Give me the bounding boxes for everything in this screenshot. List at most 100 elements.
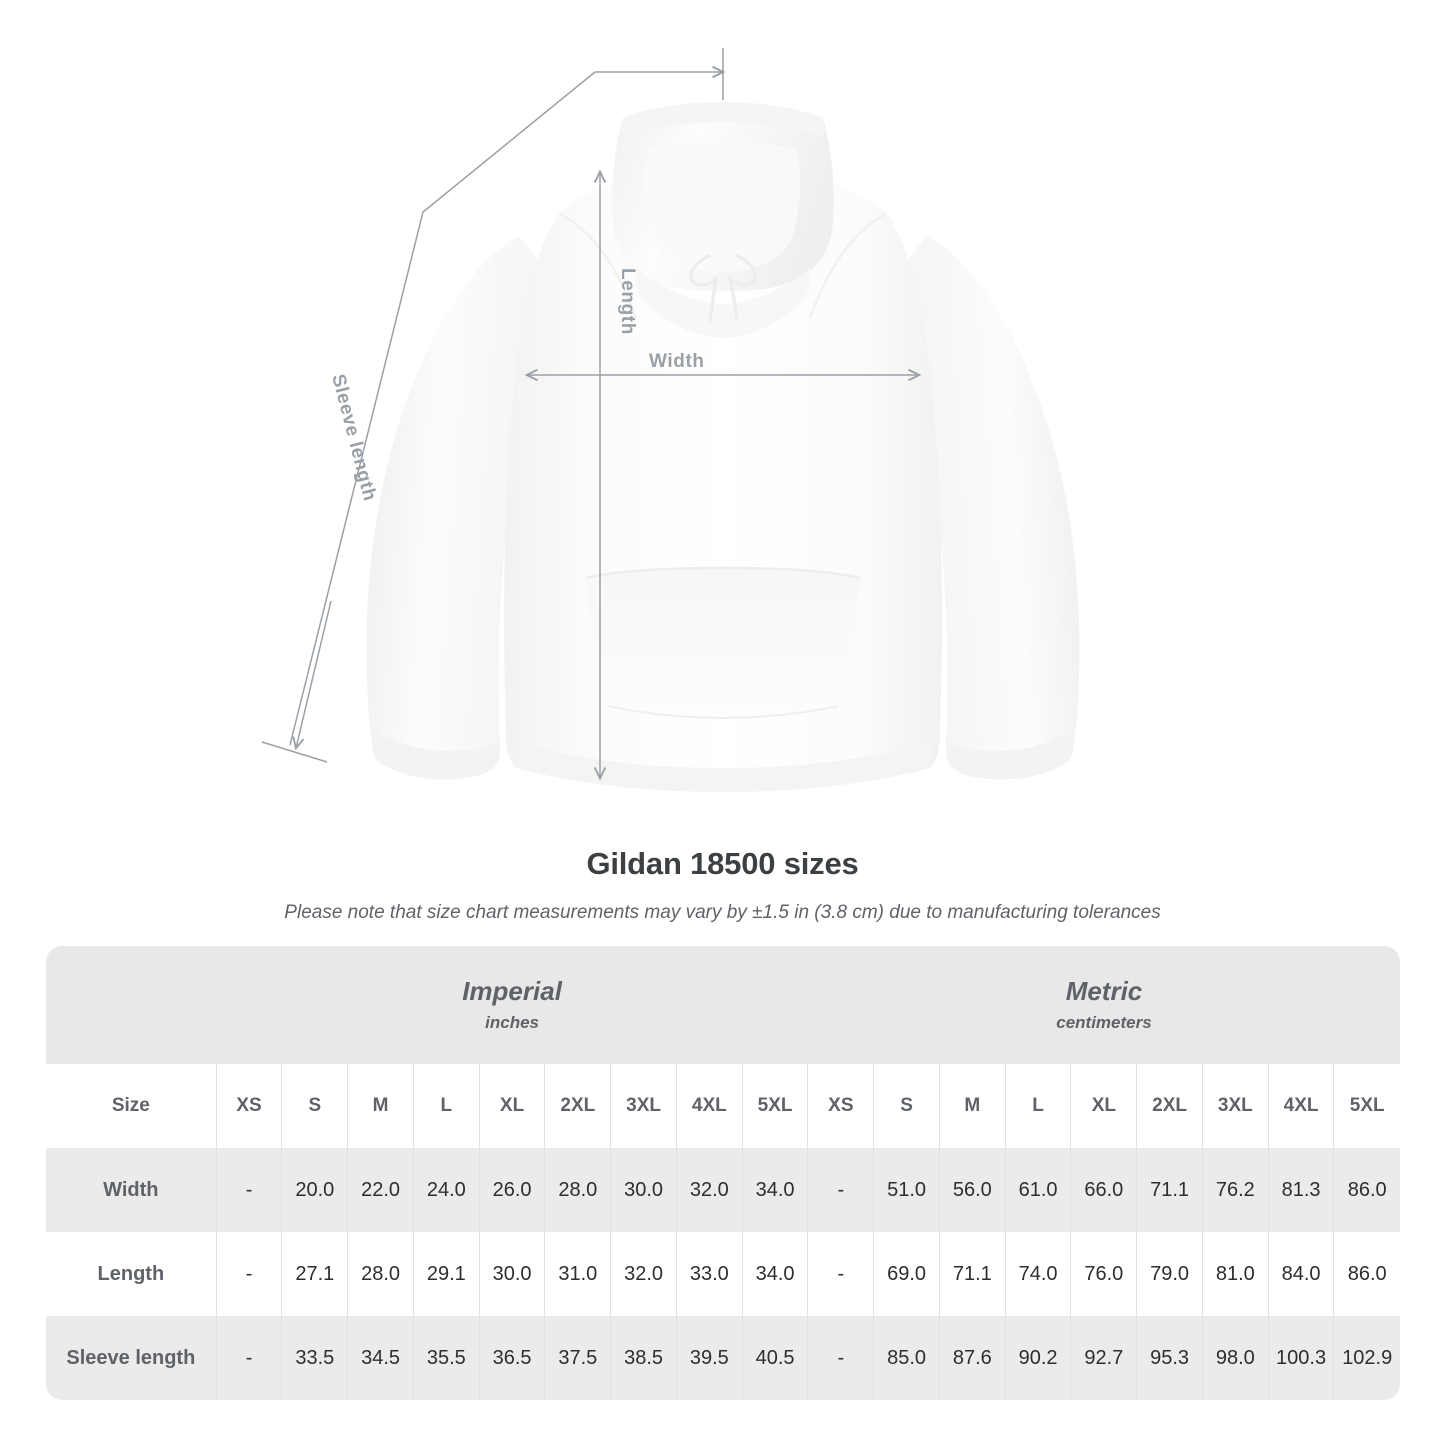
cell-width-metric-s: 51.0 [873, 1148, 940, 1232]
cell-sleeve-length-metric-l: 90.2 [1004, 1316, 1071, 1400]
size-header-imperial-2xl: 2XL [544, 1064, 611, 1148]
size-header-metric-4xl: 4XL [1267, 1064, 1334, 1148]
cell-sleeve-length-imperial-4xl: 39.5 [675, 1316, 743, 1400]
sleeve-length-leader [289, 71, 596, 746]
cell-width-metric-m: 56.0 [938, 1148, 1006, 1232]
cell-sleeve-length-metric-xs: - [807, 1316, 874, 1400]
cell-sleeve-length-imperial-xs: - [215, 1316, 282, 1400]
cell-width-metric-5xl: 86.0 [1333, 1148, 1400, 1232]
cell-length-imperial-2xl: 31.0 [544, 1232, 611, 1316]
cell-width-metric-2xl: 71.1 [1136, 1148, 1203, 1232]
table-head: Imperial inches Metric centimeters Size … [46, 946, 1400, 1148]
cell-length-imperial-m: 28.0 [347, 1232, 414, 1316]
cell-width-imperial-3xl: 30.0 [610, 1148, 677, 1232]
cell-width-imperial-4xl: 32.0 [675, 1148, 743, 1232]
page-title: Gildan 18500 sizes [586, 846, 859, 881]
hoodie-diagram: Length Width Sleeve length [261, 48, 1080, 792]
size-header-imperial-xs: XS [215, 1064, 282, 1148]
cell-sleeve-length-imperial-2xl: 37.5 [544, 1316, 611, 1400]
cell-length-metric-5xl: 86.0 [1333, 1232, 1400, 1316]
table-row: Sleeve length -33.5 34.5 35.5 36.5 37.5 38.5 39… [46, 1316, 1400, 1400]
size-chart-table: Imperial inches Metric centimeters Size … [46, 946, 1400, 1400]
unit-banner-imperial: Imperial inches [216, 946, 808, 1064]
cell-length-imperial-4xl: 33.0 [675, 1232, 743, 1316]
hoodie-illustration-svg: Length Width Sleeve length [261, 48, 1080, 792]
cell-sleeve-length-imperial-3xl: 38.5 [610, 1316, 677, 1400]
cell-sleeve-length-imperial-m: 34.5 [347, 1316, 414, 1400]
cell-width-imperial-5xl: 34.0 [741, 1148, 808, 1232]
cell-width-imperial-xl: 26.0 [478, 1148, 545, 1232]
cell-length-metric-xs: - [807, 1232, 874, 1316]
cell-sleeve-length-metric-s: 85.0 [873, 1316, 940, 1400]
size-chart-table-wrapper: Imperial inches Metric centimeters Size … [46, 946, 1400, 1400]
table-row: Width -20.0 22.0 24.0 26.0 28.0 30.0 32.0 34.0-5… [46, 1148, 1400, 1232]
size-header-metric-xl: XL [1070, 1064, 1137, 1148]
cell-sleeve-length-metric-5xl: 102.9 [1333, 1316, 1400, 1400]
sleeve-length-arrow-bottom [296, 600, 332, 748]
table-body: Width -20.0 22.0 24.0 26.0 28.0 30.0 32.0 34.0-5… [46, 1148, 1400, 1400]
unit-sub-imperial: inches [485, 1013, 539, 1033]
row-label-length: Length [46, 1232, 217, 1316]
row-label-width: Width [46, 1148, 217, 1232]
dimension-lines [261, 48, 919, 778]
cell-length-imperial-3xl: 32.0 [610, 1232, 677, 1316]
cell-width-imperial-l: 24.0 [412, 1148, 480, 1232]
cell-length-metric-3xl: 81.0 [1201, 1232, 1269, 1316]
sleeve-length-label: Sleeve length [327, 372, 380, 503]
cell-length-imperial-xl: 30.0 [478, 1232, 545, 1316]
cell-width-metric-xs: - [807, 1148, 874, 1232]
unit-banner-metric: Metric centimeters [807, 946, 1400, 1064]
cell-width-imperial-xs: - [215, 1148, 282, 1232]
cell-width-metric-4xl: 81.3 [1267, 1148, 1334, 1232]
cell-width-metric-xl: 66.0 [1070, 1148, 1137, 1232]
size-header-metric-5xl: 5XL [1333, 1064, 1400, 1148]
cell-sleeve-length-metric-3xl: 98.0 [1201, 1316, 1269, 1400]
size-header-imperial-4xl: 4XL [675, 1064, 743, 1148]
cell-sleeve-length-metric-m: 87.6 [938, 1316, 1006, 1400]
cell-sleeve-length-metric-xl: 92.7 [1070, 1316, 1137, 1400]
cell-length-imperial-l: 29.1 [412, 1232, 480, 1316]
hoodie-artwork [366, 102, 1080, 792]
cell-length-metric-xl: 76.0 [1070, 1232, 1137, 1316]
cell-sleeve-length-metric-4xl: 100.3 [1267, 1316, 1334, 1400]
row-label-sleeve-length: Sleeve length [46, 1316, 217, 1400]
size-header-metric-3xl: 3XL [1201, 1064, 1269, 1148]
tolerance-note: Please note that size chart measurements… [284, 902, 1161, 923]
unit-name-imperial: Imperial [462, 975, 562, 1006]
title-block: Gildan 18500 sizes Please note that size… [0, 846, 1445, 924]
size-header-metric-2xl: 2XL [1136, 1064, 1203, 1148]
unit-banner-spacer [46, 946, 217, 1064]
cell-length-metric-m: 71.1 [938, 1232, 1006, 1316]
cell-sleeve-length-imperial-s: 33.5 [281, 1316, 348, 1400]
size-header-metric-s: S [873, 1064, 940, 1148]
table-row: Length -27.1 28.0 29.1 30.0 31.0 32.0 33.0 34.0-… [46, 1232, 1400, 1316]
size-header-imperial-3xl: 3XL [610, 1064, 677, 1148]
cell-length-imperial-5xl: 34.0 [741, 1232, 808, 1316]
cell-sleeve-length-imperial-5xl: 40.5 [741, 1316, 808, 1400]
length-label: Length [617, 268, 638, 335]
width-label: Width [649, 351, 705, 372]
size-header-imperial-s: S [281, 1064, 348, 1148]
size-header-row: Size XS S M L XL 2XL 3XL 4XL 5XL XS S M L XL 2XL 3XL 4XL… [46, 1064, 1400, 1148]
cell-length-imperial-xs: - [215, 1232, 282, 1316]
cell-length-imperial-s: 27.1 [281, 1232, 348, 1316]
size-header-metric-m: M [938, 1064, 1006, 1148]
unit-sub-metric: centimeters [1056, 1013, 1152, 1033]
size-header-imperial-l: L [412, 1064, 480, 1148]
cell-length-metric-s: 69.0 [873, 1232, 940, 1316]
size-header-imperial-xl: XL [478, 1064, 545, 1148]
cell-sleeve-length-imperial-xl: 36.5 [478, 1316, 545, 1400]
cell-length-metric-l: 74.0 [1004, 1232, 1071, 1316]
cell-width-metric-3xl: 76.2 [1201, 1148, 1269, 1232]
cell-sleeve-length-metric-2xl: 95.3 [1136, 1316, 1203, 1400]
unit-banner-row: Imperial inches Metric centimeters [46, 946, 1400, 1064]
size-header-metric-xs: XS [807, 1064, 874, 1148]
size-header-label: Size [46, 1064, 217, 1148]
size-header-imperial-5xl: 5XL [741, 1064, 808, 1148]
cell-width-imperial-s: 20.0 [281, 1148, 348, 1232]
cell-length-metric-2xl: 79.0 [1136, 1232, 1203, 1316]
cell-sleeve-length-imperial-l: 35.5 [412, 1316, 480, 1400]
cell-width-metric-l: 61.0 [1004, 1148, 1071, 1232]
unit-name-metric: Metric [1065, 975, 1143, 1006]
cell-width-imperial-2xl: 28.0 [544, 1148, 611, 1232]
